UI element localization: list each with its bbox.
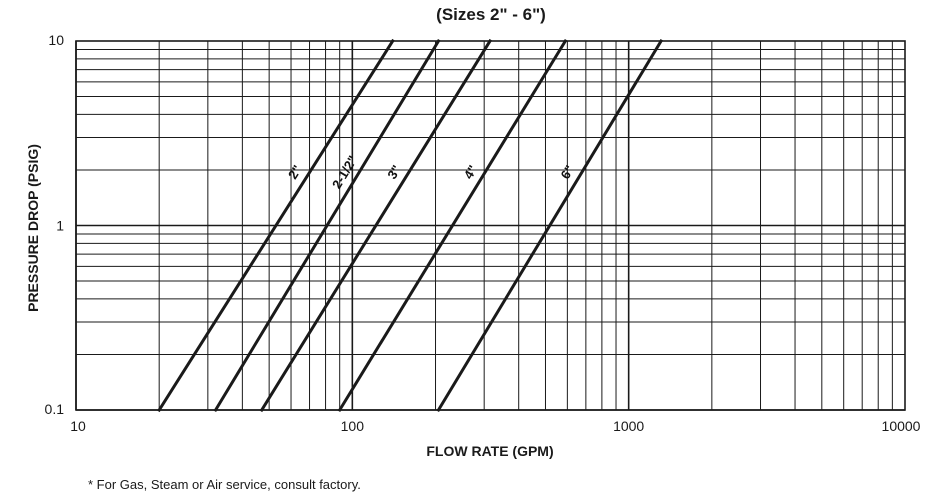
x-tick-label: 10000 bbox=[882, 418, 921, 434]
tick-labels: 10 100 1000 10000 0.1 1 10 bbox=[45, 32, 921, 434]
y-tick-label: 1 bbox=[56, 218, 64, 234]
series-line bbox=[213, 38, 441, 413]
x-axis-title: FLOW RATE (GPM) bbox=[426, 443, 553, 459]
x-tick-label: 100 bbox=[341, 418, 365, 434]
x-tick-label: 1000 bbox=[613, 418, 644, 434]
y-tick-label: 10 bbox=[48, 32, 64, 48]
series-line bbox=[436, 38, 664, 413]
series-label: 2-1/2" bbox=[329, 153, 360, 191]
series-line bbox=[337, 38, 568, 413]
y-tick-label: 0.1 bbox=[45, 401, 65, 417]
series-labels: 2" 2-1/2" 3" 4" 6" bbox=[285, 153, 577, 191]
series-label: 3" bbox=[384, 162, 404, 181]
series-line bbox=[157, 38, 395, 413]
x-tick-label: 10 bbox=[70, 418, 86, 434]
chart-title: (Sizes 2" - 6") bbox=[436, 5, 546, 24]
series-label: 2" bbox=[285, 162, 305, 181]
series-label: 4" bbox=[461, 162, 481, 181]
series-label: 6" bbox=[557, 162, 577, 181]
grid bbox=[75, 40, 906, 411]
series-lines bbox=[157, 38, 664, 413]
footnote: * For Gas, Steam or Air service, consult… bbox=[88, 477, 361, 492]
series-line bbox=[259, 38, 493, 413]
y-axis-title: PRESSURE DROP (PSIG) bbox=[25, 144, 41, 312]
